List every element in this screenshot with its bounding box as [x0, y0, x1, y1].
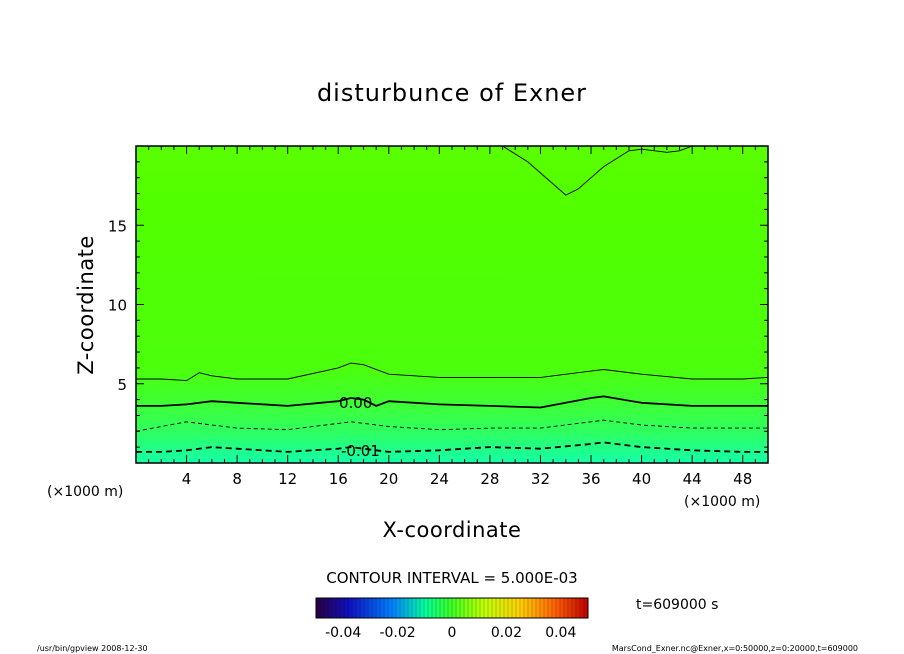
- x-tick-label: 44: [683, 470, 702, 488]
- x-tick-label: 4: [182, 470, 192, 488]
- contour-label-minus: -0.01: [341, 442, 380, 460]
- y-axis-title: Z-coordinate: [74, 235, 98, 375]
- x-tick-label: 40: [632, 470, 651, 488]
- plot-field: [136, 146, 768, 463]
- chart-title: disturbunce of Exner: [317, 79, 587, 107]
- colorbar-tick-labels: -0.04 -0.02 0 0.02 0.04: [325, 625, 576, 641]
- colorbar: [315, 597, 589, 619]
- contour-line: [136, 395, 768, 409]
- colorbar-tick-label: -0.04: [325, 625, 361, 641]
- y-tick-labels: 5 10 15: [108, 217, 127, 394]
- time-stamp: t=609000 s: [636, 597, 718, 613]
- x-tick-label: 32: [531, 470, 550, 488]
- x-unit-left: (×1000 m): [47, 484, 123, 500]
- contour-line: [136, 441, 768, 453]
- colorbar-tick-label: 0.04: [545, 625, 576, 641]
- axis-ticks: [136, 146, 768, 463]
- x-tick-label: 16: [329, 470, 348, 488]
- x-tick-label: 28: [480, 470, 499, 488]
- footer-left: /usr/bin/gpview 2008-12-30: [37, 644, 148, 653]
- x-unit-right: (×1000 m): [684, 494, 760, 510]
- colorbar-tick-label: -0.02: [379, 625, 415, 641]
- footer-right: MarsCond_Exner.nc@Exner,x=0:50000,z=0:20…: [612, 644, 858, 653]
- colorbar-bands: [319, 598, 585, 618]
- contour-line: [136, 419, 768, 432]
- x-tick-label: 20: [379, 470, 398, 488]
- contour-line: [502, 146, 642, 196]
- colorbar-tick-label: 0.02: [491, 625, 522, 641]
- x-tick-label: 24: [430, 470, 449, 488]
- x-axis-title: X-coordinate: [383, 518, 522, 542]
- y-tick-label: 15: [108, 217, 127, 235]
- contour-lines: [136, 146, 768, 453]
- y-tick-label: 10: [108, 297, 127, 315]
- x-tick-label: 12: [278, 470, 297, 488]
- contour-line: [641, 146, 693, 153]
- colorbar-tick-label: 0: [448, 625, 457, 641]
- x-tick-labels: 4 8 12 16 20 24 28 32 36 40 44 48: [182, 470, 752, 488]
- contour-label-zero: 0.00: [339, 394, 372, 412]
- contour-line: [136, 362, 768, 382]
- x-tick-label: 48: [733, 470, 752, 488]
- x-tick-label: 8: [232, 470, 242, 488]
- x-tick-label: 36: [581, 470, 600, 488]
- y-tick-label: 5: [117, 376, 127, 394]
- contour-interval-text: CONTOUR INTERVAL = 5.000E-03: [326, 569, 577, 587]
